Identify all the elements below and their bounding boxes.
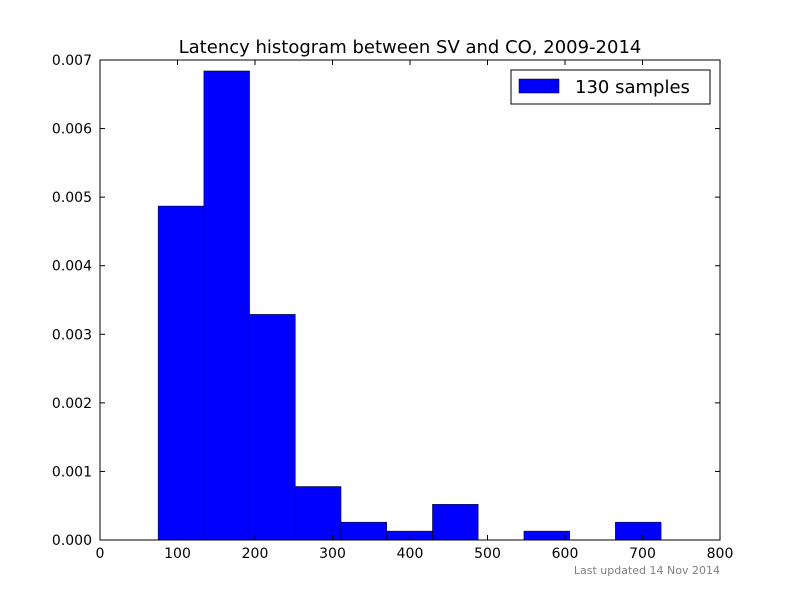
y-tick-label: 0.003 [52, 327, 92, 343]
histogram-bar-1 [203, 70, 250, 541]
bars-group [157, 70, 662, 541]
histogram-bar-0 [157, 205, 205, 541]
ticks-group: 0 100 200 300 400 500 600 700 800 0.000 0.001 0.002… [52, 53, 733, 562]
x-tick-label: 500 [474, 546, 501, 562]
histogram-bar-8 [523, 530, 570, 541]
x-tick-label: 400 [397, 546, 424, 562]
x-tick-label: 700 [629, 546, 656, 562]
x-tick-label: 100 [164, 546, 191, 562]
legend-label: 130 samples [575, 77, 690, 98]
x-tick-label: 200 [242, 546, 269, 562]
y-tick-label: 0.007 [52, 53, 92, 69]
legend: 130 samples [510, 69, 711, 105]
y-tick-label: 0.002 [52, 396, 92, 412]
y-tick-label: 0.001 [52, 464, 92, 480]
histogram-bar-4 [340, 521, 387, 541]
x-tick-label: 0 [96, 546, 105, 562]
x-tick-label: 600 [552, 546, 579, 562]
chart-title: Latency histogram between SV and CO, 200… [179, 37, 642, 58]
y-tick-label: 0.004 [52, 259, 92, 275]
y-tick-label: 0.006 [52, 122, 92, 138]
y-tick-label: 0.005 [52, 190, 92, 206]
histogram-bar-10 [615, 521, 662, 541]
histogram-bar-3 [295, 486, 342, 541]
histogram-bar-2 [249, 314, 296, 541]
x-tick-label: 800 [707, 546, 734, 562]
legend-swatch [518, 78, 560, 94]
y-tick-label: 0.000 [52, 533, 92, 549]
x-tick-label: 300 [319, 546, 346, 562]
footnote: Last updated 14 Nov 2014 [574, 564, 720, 577]
histogram-bar-6 [432, 504, 479, 541]
